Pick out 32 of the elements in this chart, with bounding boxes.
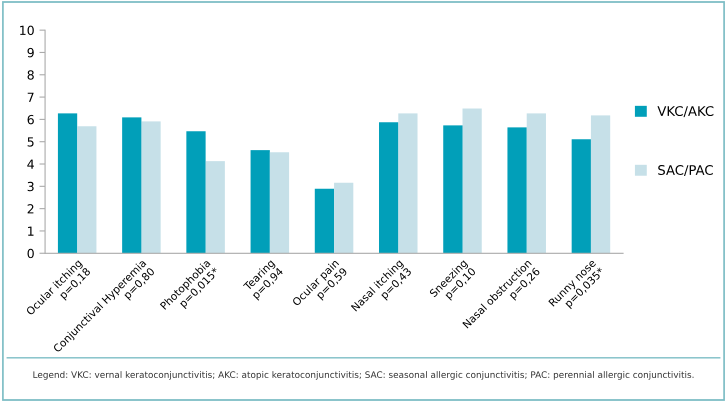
y-tick-label: 10 — [20, 26, 34, 36]
bar — [462, 108, 482, 254]
bar — [590, 115, 610, 254]
bar — [77, 126, 96, 254]
bar — [398, 113, 418, 254]
y-tick-label: 2 — [28, 204, 34, 214]
bar — [58, 113, 78, 254]
bar — [507, 127, 527, 254]
bar — [122, 117, 142, 254]
y-tick-label: 5 — [28, 137, 34, 147]
bar — [526, 113, 546, 254]
bar — [206, 161, 225, 254]
y-tick-label: 1 — [28, 226, 34, 236]
y-tick-label: 0 — [28, 248, 34, 258]
y-tick-label: 6 — [28, 114, 34, 124]
bar — [572, 139, 591, 254]
bar — [314, 188, 334, 254]
y-tick-label: 4 — [27, 160, 34, 169]
text: Legend: VKC: vernal keratoconjunctivitis; AKC: atopic keratoconjunctivitis; SAC: seasonal allergic conjunctivitis; PAC: perennial allergic conjunctivitis. — [33, 371, 694, 380]
y-tick-label: 9 — [27, 48, 34, 58]
y-tick-label: 3 — [28, 182, 34, 192]
bar — [186, 131, 206, 254]
bar — [379, 122, 398, 254]
legend-label: SAC/PAC — [658, 165, 713, 176]
y-tick-label: 8 — [28, 70, 34, 80]
bar — [270, 152, 290, 254]
bar — [334, 182, 354, 254]
y-tick-label: 7 — [28, 92, 34, 102]
bar — [141, 121, 161, 254]
bar — [443, 125, 462, 254]
legend-label: VKC/AKC — [657, 106, 714, 118]
bar — [250, 150, 270, 254]
